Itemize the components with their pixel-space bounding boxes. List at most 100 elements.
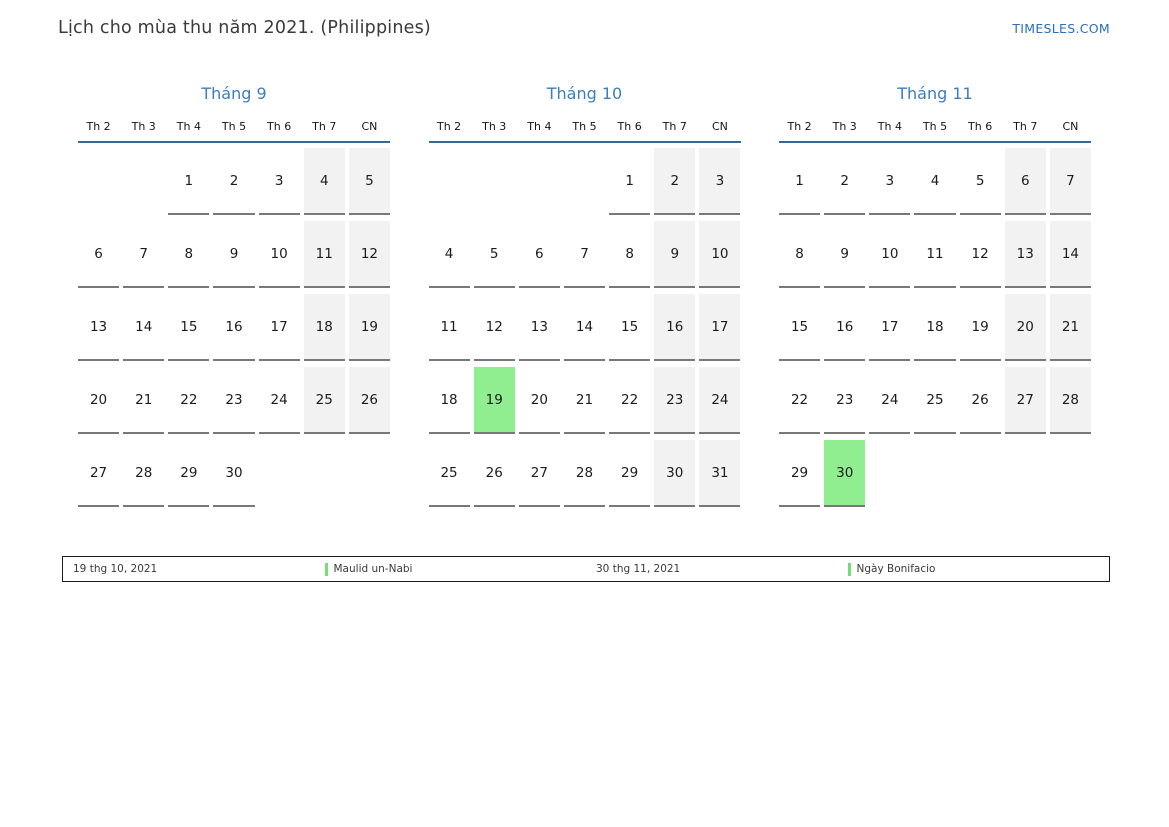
page-title: Lịch cho mùa thu năm 2021. (Philippines) <box>58 18 431 38</box>
day-cell: 15 <box>168 294 210 361</box>
empty-cell <box>304 440 345 507</box>
day-cell: 26 <box>473 440 515 507</box>
weekday-label: Th 2 <box>787 120 812 133</box>
legend-date: 30 thg 11, 2021 <box>596 563 681 575</box>
empty-cell <box>259 440 300 507</box>
day-cell: 30 <box>654 440 696 507</box>
day-cell: 1 <box>779 148 821 215</box>
day-cell: 18 <box>914 294 956 361</box>
day-cell: 29 <box>168 440 210 507</box>
day-cell: 6 <box>1004 148 1046 215</box>
day-cell: 16 <box>213 294 255 361</box>
day-cell: 3 <box>869 148 911 215</box>
day-cell: 25 <box>428 440 470 507</box>
day-cell: 6 <box>518 221 560 288</box>
empty-cell <box>519 148 560 215</box>
weekday-label: Th 6 <box>968 120 993 133</box>
legend-item: Ngày Bonifacio <box>847 562 1110 576</box>
day-cell: 11 <box>428 294 470 361</box>
day-cell: 5 <box>959 148 1001 215</box>
weekday-label: Th 5 <box>221 120 247 133</box>
day-cell: 18 <box>428 367 470 434</box>
day-cell: 28 <box>563 440 606 507</box>
day-cell: 29 <box>609 440 651 507</box>
weeks-grid: 1 2 3 4 5 6 7 8 9 10 11 12 13 14 15 16 17 18 19 20 21 22 23 24 2… <box>428 148 741 507</box>
day-cell: 20 <box>78 367 120 434</box>
day-cell: 23 <box>654 367 696 434</box>
weekday-label: Th 4 <box>877 120 902 133</box>
day-cell: 30 <box>213 440 255 507</box>
day-cell: 29 <box>779 440 821 507</box>
month-calendar: Tháng 9 Th 2 Th 3 Th 4 Th 5 Th 6 Th 7 CN 1 2 3 4 5 6 7… <box>78 84 390 507</box>
empty-cell <box>474 148 515 215</box>
site-link[interactable]: TIMESLES.COM <box>1012 21 1110 36</box>
weekday-label: Th 6 <box>267 120 292 133</box>
weekday-label: Th 5 <box>922 120 948 133</box>
weekday-label: Th 3 <box>482 120 507 133</box>
weekday-label: CN <box>1062 120 1079 133</box>
month-title: Tháng 11 <box>897 84 973 103</box>
day-cell: 9 <box>213 221 255 288</box>
day-cell: 27 <box>518 440 560 507</box>
day-cell: 9 <box>824 221 866 288</box>
page-header: Lịch cho mùa thu năm 2021. (Philippines)… <box>58 18 1110 38</box>
weekday-label: CN <box>361 120 378 133</box>
day-cell: 2 <box>824 148 866 215</box>
day-cell: 16 <box>824 294 866 361</box>
day-cell: 26 <box>348 367 390 434</box>
empty-cell <box>869 440 910 507</box>
day-cell: 12 <box>348 221 390 288</box>
day-cell: 24 <box>869 367 911 434</box>
day-cell: 1 <box>609 148 651 215</box>
month-title: Tháng 9 <box>201 84 267 103</box>
empty-cell <box>429 148 470 215</box>
day-cell: 13 <box>78 294 120 361</box>
weekday-label: CN <box>711 120 728 133</box>
day-cell: 13 <box>518 294 560 361</box>
day-cell: 30 <box>824 440 866 507</box>
day-cell: 28 <box>123 440 165 507</box>
day-cell: 3 <box>258 148 300 215</box>
day-cell: 11 <box>303 221 345 288</box>
day-cell: 13 <box>1004 221 1046 288</box>
day-cell: 21 <box>563 367 606 434</box>
weekday-header-row: Th 2 Th 3 Th 4 Th 5 Th 6 Th 7 CN <box>428 120 741 143</box>
day-cell: 6 <box>78 221 120 288</box>
day-cell: 17 <box>869 294 911 361</box>
weekday-label: Th 4 <box>527 120 552 133</box>
day-cell: 22 <box>168 367 210 434</box>
day-cell: 19 <box>473 367 515 434</box>
months-container: Tháng 9 Th 2 Th 3 Th 4 Th 5 Th 6 Th 7 CN 1 2 3 4 5 6 7… <box>78 84 1091 507</box>
month-title: Tháng 10 <box>546 84 623 103</box>
weekday-label: Th 3 <box>832 120 857 133</box>
day-cell: 16 <box>654 294 696 361</box>
weekday-label: Th 4 <box>176 120 201 133</box>
weekday-header-row: Th 2 Th 3 Th 4 Th 5 Th 6 Th 7 CN <box>78 120 390 143</box>
weekday-header-row: Th 2 Th 3 Th 4 Th 5 Th 6 Th 7 CN <box>779 120 1091 143</box>
empty-cell <box>123 148 164 215</box>
weekday-label: Th 7 <box>1013 120 1038 133</box>
weeks-grid: 1 2 3 4 5 6 7 8 9 10 11 12 13 14 15 16 17 18 19 20 21 22 23 24 2… <box>78 148 390 507</box>
day-cell: 5 <box>348 148 390 215</box>
day-cell: 8 <box>609 221 651 288</box>
day-cell: 14 <box>563 294 606 361</box>
weekday-label: Th 5 <box>572 120 597 133</box>
day-cell: 27 <box>1004 367 1046 434</box>
day-cell: 7 <box>1049 148 1091 215</box>
holiday-marker-icon <box>847 562 851 576</box>
weekday-label: Th 6 <box>617 120 642 133</box>
day-cell: 21 <box>1049 294 1091 361</box>
weekday-label: Th 2 <box>86 120 111 133</box>
month-calendar: Tháng 10 Th 2 Th 3 Th 4 Th 5 Th 6 Th 7 CN 1 2 3 4 5 6… <box>428 84 741 507</box>
day-cell: 1 <box>168 148 210 215</box>
holiday-marker-icon <box>324 562 328 576</box>
day-cell: 12 <box>959 221 1001 288</box>
day-cell: 4 <box>303 148 345 215</box>
day-cell: 31 <box>699 440 741 507</box>
day-cell: 28 <box>1049 367 1091 434</box>
empty-cell <box>78 148 119 215</box>
weekday-label: Th 7 <box>662 120 687 133</box>
day-cell: 7 <box>123 221 165 288</box>
day-cell: 17 <box>258 294 300 361</box>
day-cell: 23 <box>824 367 866 434</box>
